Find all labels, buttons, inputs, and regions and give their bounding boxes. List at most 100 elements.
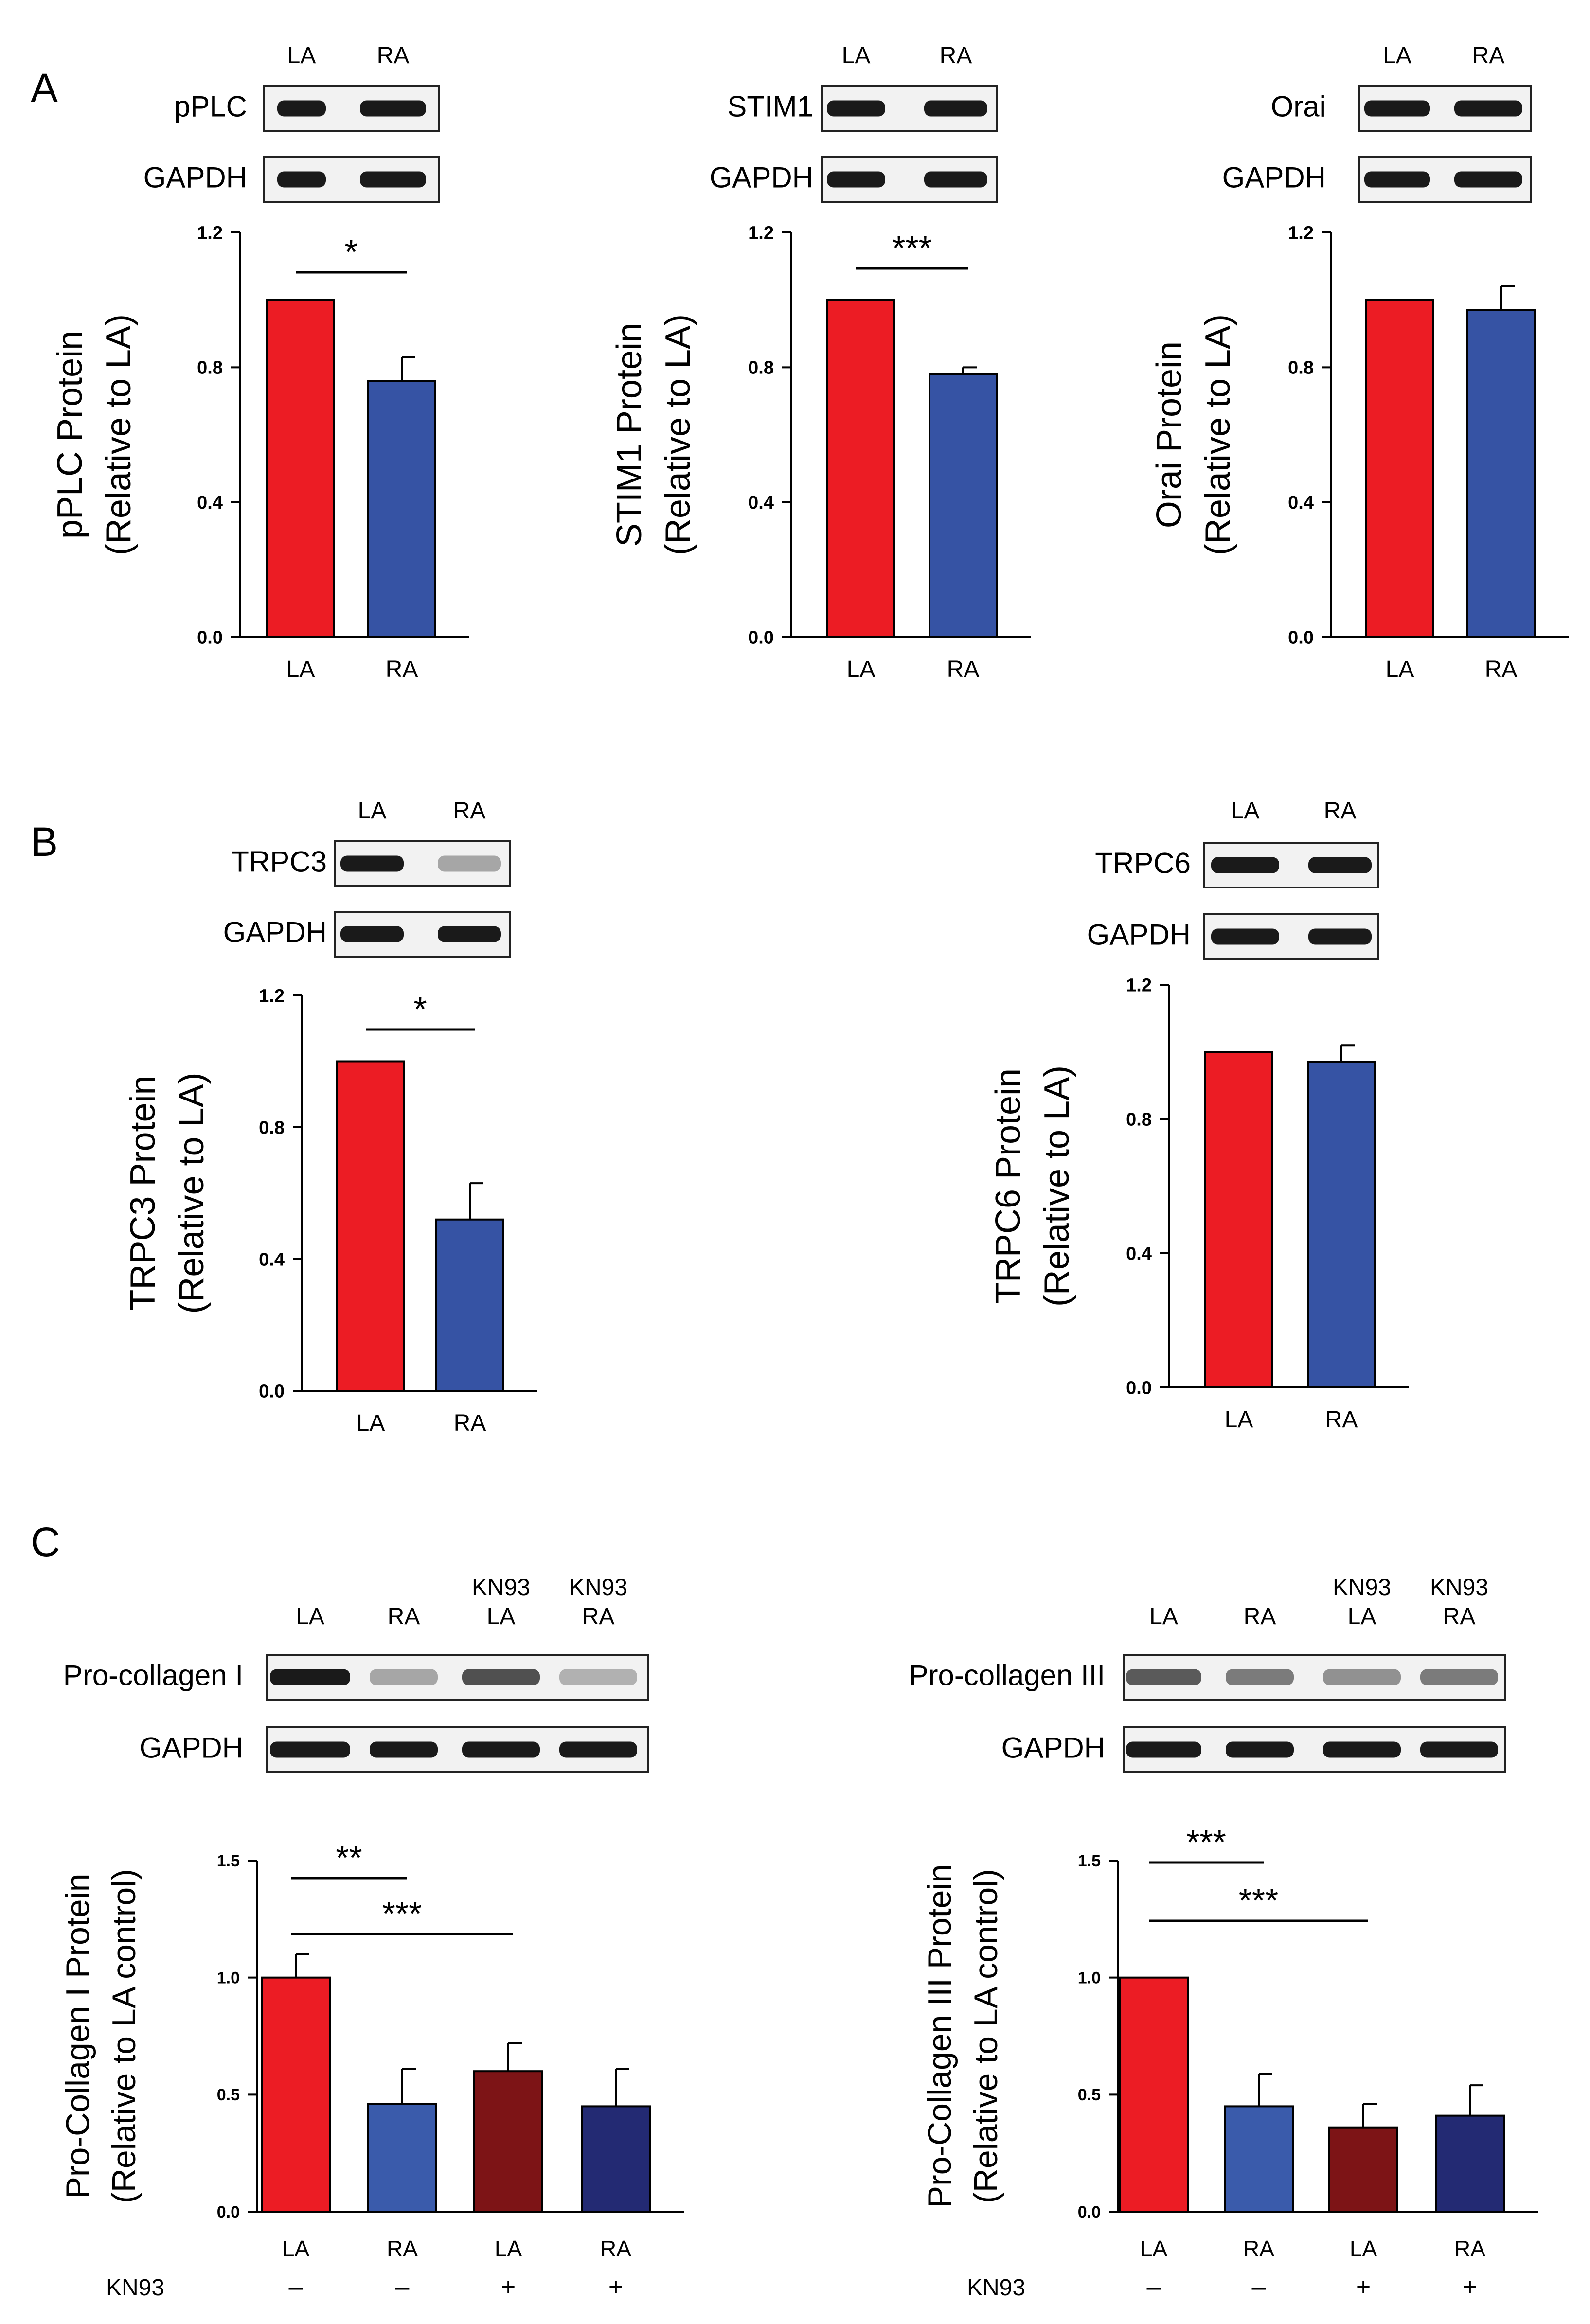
treatment-mark: – xyxy=(1252,2273,1266,2301)
lane-label-treatment: KN93 xyxy=(472,1575,530,1600)
blot-band xyxy=(1126,1741,1201,1758)
lane-label: RA xyxy=(1443,1604,1476,1630)
blot-band xyxy=(370,1669,438,1685)
blot-band xyxy=(1454,171,1522,188)
x-category-label: LA xyxy=(847,656,875,682)
blot-band xyxy=(1226,1669,1294,1685)
blot-target-label: pPLC xyxy=(174,90,247,123)
blot-target-label: STIM1 xyxy=(727,90,813,123)
treatment-mark: + xyxy=(501,2273,516,2301)
bar xyxy=(435,1218,504,1392)
lane-label: LA xyxy=(1348,1604,1376,1630)
western-blot-procol3: LA RA KN93 LA KN93 RA Pro-collagen III GAPDH xyxy=(909,1575,1506,1773)
treatment-row-label: KN93 xyxy=(967,2275,1025,2301)
blot-band xyxy=(1364,171,1430,188)
blot-band xyxy=(360,171,426,188)
treatment-row-label: KN93 xyxy=(106,2275,164,2301)
blot-loading-label: GAPDH xyxy=(1001,1732,1105,1764)
lane-label: RA xyxy=(1324,798,1357,824)
chart-pplc: LA RA pPLC GAPDH 0.0 0.4 0.8 1.2 pPLC Protein (Re… xyxy=(51,43,469,682)
treatment-mark: + xyxy=(1463,2273,1477,2301)
x-category-label: RA xyxy=(1485,656,1518,682)
blot-band xyxy=(277,171,326,188)
panel-label-a: A xyxy=(31,65,58,111)
treatment-mark: + xyxy=(608,2273,623,2301)
x-category-label: LA xyxy=(286,656,315,682)
lane-label: LA xyxy=(1149,1604,1178,1630)
y-tick-label: 1.0 xyxy=(217,1969,240,1987)
y-tick-label: 0.5 xyxy=(1078,2086,1101,2104)
y-tick-label: 0.5 xyxy=(217,2086,240,2104)
blot-band xyxy=(1308,928,1372,945)
bar xyxy=(826,299,895,638)
y-tick-label: 0.0 xyxy=(1078,2203,1101,2221)
lane-label: LA xyxy=(487,1604,516,1630)
blot-band xyxy=(1420,1669,1498,1685)
y-tick-label: 1.2 xyxy=(1126,975,1152,995)
blot-band xyxy=(1454,100,1522,117)
western-blot-trpc3: LA RA TRPC3 GAPDH xyxy=(223,798,511,958)
blot-band xyxy=(438,855,501,872)
significance-label: *** xyxy=(892,229,932,267)
y-tick-label: 1.2 xyxy=(259,986,285,1006)
western-blot-stim1: LA RA STIM1 GAPDH xyxy=(710,43,998,203)
blot-band xyxy=(1308,857,1372,873)
lane-label: LA xyxy=(1383,43,1411,69)
y-axis-label: (Relative to LA) xyxy=(659,314,697,555)
y-tick-label: 0.8 xyxy=(259,1118,285,1138)
y-axis-label: (Relative to LA control) xyxy=(967,1869,1004,2203)
blot-band xyxy=(340,855,404,872)
blot-target-label: TRPC3 xyxy=(231,846,327,878)
bar xyxy=(1204,1051,1273,1388)
blot-loading-label: GAPDH xyxy=(140,1732,243,1764)
bar xyxy=(929,373,998,638)
y-axis-label: (Relative to LA) xyxy=(99,314,138,555)
x-category-label: RA xyxy=(387,2236,418,2261)
x-category-label: LA xyxy=(1225,1407,1253,1433)
blot-band xyxy=(270,1669,350,1685)
x-category-label: RA xyxy=(1325,1407,1358,1433)
lane-label: RA xyxy=(582,1604,615,1630)
blot-band xyxy=(1323,1669,1401,1685)
y-axis-label: pPLC Protein xyxy=(51,331,89,539)
y-tick-label: 1.5 xyxy=(1078,1852,1101,1870)
chart-procol1: LA RA KN93 LA KN93 RA Pro-collagen I GAPDH 0.0 0.… xyxy=(59,1575,684,2301)
blot-band xyxy=(559,1669,637,1685)
western-blot-orai: LA RA Orai GAPDH xyxy=(1222,43,1532,203)
x-category-label: LA xyxy=(495,2236,522,2261)
blot-band xyxy=(360,100,426,117)
x-category-label: RA xyxy=(947,656,980,682)
y-tick-label: 0.4 xyxy=(259,1249,285,1270)
significance-label: * xyxy=(344,233,357,271)
blot-target-label: Pro-collagen III xyxy=(909,1659,1105,1692)
panel-label-c: C xyxy=(31,1519,60,1565)
y-axis-label: Orai Protein xyxy=(1150,341,1189,528)
blot-target-label: Orai xyxy=(1271,90,1326,123)
blot-band xyxy=(1323,1741,1401,1758)
y-tick-label: 0.0 xyxy=(748,627,774,648)
bar xyxy=(1119,1976,1189,2213)
y-tick-label: 1.2 xyxy=(197,223,223,243)
lane-label: RA xyxy=(1244,1604,1276,1630)
blot-band xyxy=(462,1741,540,1758)
blot-band xyxy=(340,926,404,942)
blot-band xyxy=(1126,1669,1201,1685)
panel-label-b: B xyxy=(31,819,58,865)
bar xyxy=(473,2070,543,2213)
y-tick-label: 0.0 xyxy=(217,2203,240,2221)
blot-band xyxy=(1364,100,1430,117)
bar xyxy=(1307,1061,1376,1388)
blot-band xyxy=(924,171,987,188)
x-category-label: LA xyxy=(1386,656,1414,682)
blot-band xyxy=(370,1741,438,1758)
treatment-mark: + xyxy=(1356,2273,1371,2301)
y-tick-label: 0.4 xyxy=(1126,1243,1152,1264)
y-tick-label: 1.2 xyxy=(748,223,774,243)
x-category-label: RA xyxy=(386,656,418,682)
bar xyxy=(367,380,436,638)
western-blot-pplc: LA RA pPLC GAPDH xyxy=(143,43,440,203)
blot-loading-label: GAPDH xyxy=(710,161,813,194)
lane-label: RA xyxy=(377,43,410,69)
x-category-label: LA xyxy=(1350,2236,1377,2261)
chart-orai: LA RA Orai GAPDH 0.0 0.4 0.8 1.2 Orai Protein (Re… xyxy=(1150,43,1569,682)
